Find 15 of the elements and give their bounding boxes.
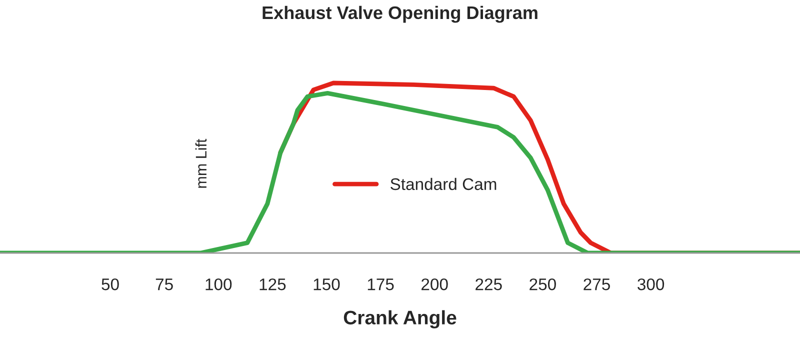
x-tick-label: 50 (102, 278, 119, 290)
x-tick-label: 225 (476, 278, 502, 290)
x-axis-title: Crank Angle (344, 310, 456, 328)
chart-title: Exhaust Valve Opening Diagram (262, 6, 538, 23)
x-tick-label: 275 (584, 278, 610, 290)
x-tick-label: 75 (156, 278, 173, 290)
x-tick-label: 300 (638, 278, 664, 290)
x-tick-label: 100 (206, 278, 232, 290)
x-tick-label: 125 (260, 278, 286, 290)
y-axis-title: mm Lift (195, 138, 207, 188)
x-tick-label: 175 (368, 278, 394, 290)
legend-label: Standard Cam (390, 178, 496, 190)
x-tick-label: 250 (530, 278, 556, 290)
x-tick-label: 200 (422, 278, 448, 290)
x-tick-label: 150 (314, 278, 340, 290)
